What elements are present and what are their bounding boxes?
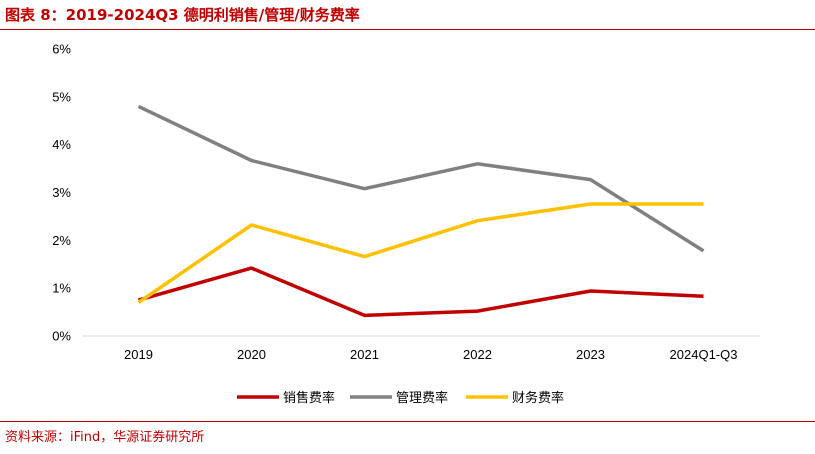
line-chart: 0% 1% 2% 3% 4% 5% 6% 2019 2020 2021 2022 2023 2024Q… [52,42,760,406]
x-tick-label: 2021 [350,347,379,362]
y-tick-label: 4% [52,137,71,152]
y-tick-label: 1% [52,281,71,296]
legend-label-2: 财务费率 [512,390,564,406]
y-axis: 0% 1% 2% 3% 4% 5% 6% [52,42,71,344]
y-tick-label: 6% [52,42,71,57]
series-line-1 [137,104,705,253]
source-note: 资料来源：iFind，华源证券研究所 [5,430,205,445]
y-tick-label: 0% [52,329,71,344]
x-tick-label: 2020 [237,347,266,362]
legend-label-0: 销售费率 [283,390,335,406]
y-tick-label: 3% [52,185,71,200]
legend: 销售费率 管理费率 财务费率 [237,390,564,406]
y-tick-label: 2% [52,233,71,248]
series-layer [137,104,705,318]
series-line-0 [138,266,704,318]
legend-label-1: 管理费率 [396,390,448,406]
source-rule [0,421,815,422]
x-tick-label: 2022 [463,347,492,362]
series-line-2 [137,202,704,304]
x-tick-label: 2019 [124,347,153,362]
x-tick-label: 2024Q1-Q3 [670,347,738,362]
x-axis: 2019 2020 2021 2022 2023 2024Q1-Q3 [82,335,760,362]
figure-title: 图表 8：2019-2024Q3 德明利销售/管理/财务费率 [5,6,360,24]
title-rule [0,29,815,30]
x-tick-label: 2023 [576,347,605,362]
y-tick-label: 5% [52,89,71,104]
